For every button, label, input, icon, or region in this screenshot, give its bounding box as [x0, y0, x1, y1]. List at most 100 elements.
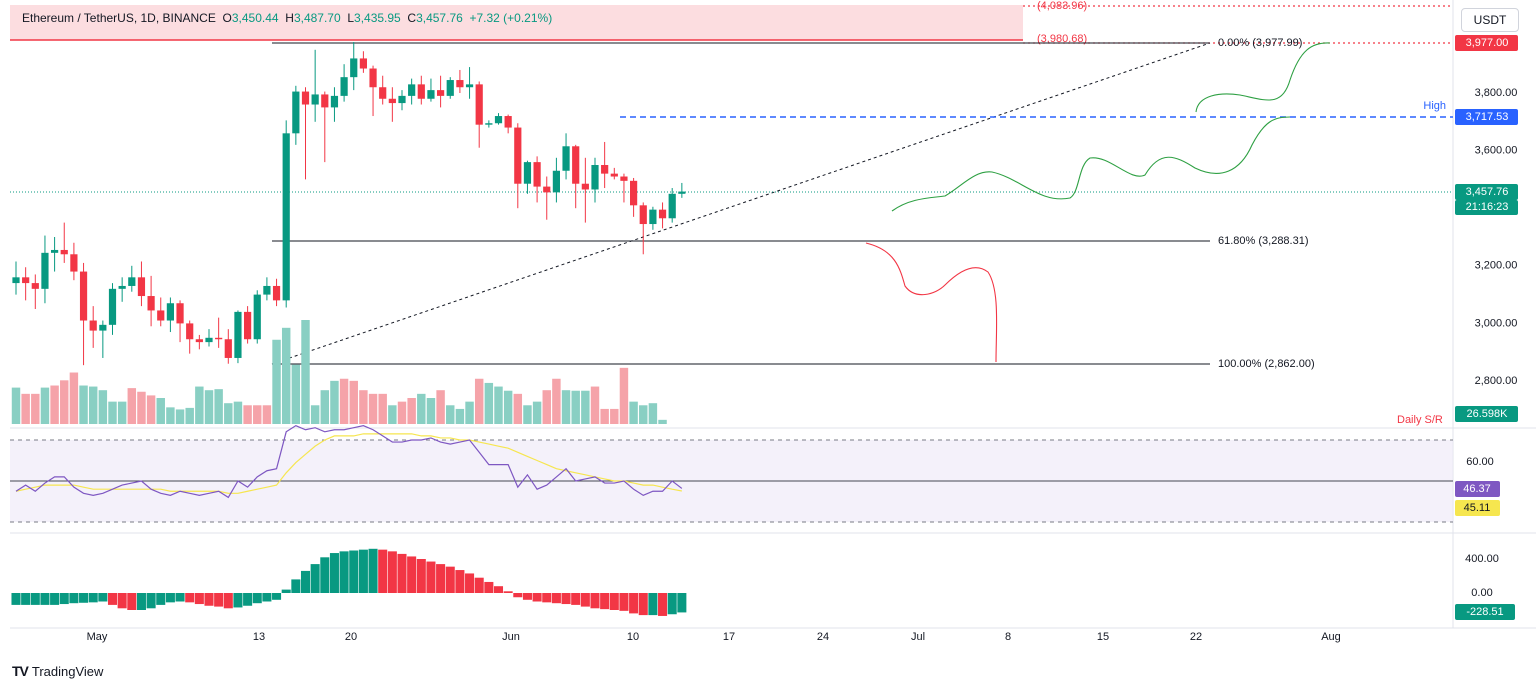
- candle-body[interactable]: [465, 84, 474, 88]
- volume-tag-label: 26.598K: [1467, 408, 1509, 420]
- candle-body[interactable]: [186, 323, 194, 340]
- supply-zone[interactable]: [10, 5, 1023, 40]
- candle-body[interactable]: [437, 90, 445, 96]
- candle-body[interactable]: [224, 339, 232, 358]
- volume-bar: [195, 386, 204, 424]
- candle-body[interactable]: [70, 254, 78, 272]
- candle-body[interactable]: [581, 183, 589, 190]
- price-tick-label: 2,800.00: [1475, 375, 1518, 387]
- candle-body[interactable]: [51, 249, 59, 253]
- candle-body[interactable]: [610, 173, 618, 177]
- candle-body[interactable]: [533, 162, 541, 187]
- tradingview-logo[interactable]: TV TradingView: [12, 663, 103, 679]
- candle-body[interactable]: [485, 123, 493, 125]
- currency-button[interactable]: USDT: [1461, 8, 1519, 32]
- candle-body[interactable]: [562, 146, 570, 171]
- candle-body[interactable]: [31, 283, 39, 289]
- volume-bar: [243, 405, 252, 424]
- countdown-label: 21:16:23: [1466, 201, 1509, 213]
- ao-bar: [426, 561, 436, 593]
- candle-body[interactable]: [244, 311, 252, 340]
- candle-body[interactable]: [668, 193, 676, 219]
- candle-body[interactable]: [166, 303, 174, 321]
- candle-body[interactable]: [514, 127, 522, 184]
- candle-body[interactable]: [321, 94, 329, 108]
- fib-level-label: 100.00% (2,862.00): [1218, 358, 1315, 370]
- candle-body[interactable]: [282, 133, 290, 301]
- candle-body[interactable]: [543, 186, 551, 193]
- symbol-name[interactable]: Ethereum / TetherUS, 1D, BINANCE: [22, 11, 216, 25]
- candle-body[interactable]: [22, 277, 30, 284]
- price-tag: [1455, 109, 1518, 125]
- candle-body[interactable]: [311, 94, 319, 105]
- price-tick-label: 3,000.00: [1475, 317, 1518, 329]
- candle-body[interactable]: [157, 310, 165, 321]
- candle-body[interactable]: [89, 320, 97, 331]
- candle-body[interactable]: [108, 288, 117, 325]
- candle-body[interactable]: [12, 277, 20, 284]
- rsi-line[interactable]: [15, 424, 683, 499]
- candle-body[interactable]: [658, 209, 667, 219]
- candle-body[interactable]: [301, 91, 310, 105]
- candle-body[interactable]: [678, 191, 686, 194]
- ao-bar: [619, 593, 629, 611]
- candle-body[interactable]: [379, 87, 387, 99]
- volume-bar: [455, 408, 465, 424]
- candle-body[interactable]: [398, 95, 406, 104]
- candle-body[interactable]: [263, 285, 271, 295]
- candle-body[interactable]: [369, 68, 377, 88]
- candle-body[interactable]: [417, 84, 425, 99]
- volume-bar: [291, 364, 301, 424]
- candle-body[interactable]: [639, 205, 647, 225]
- candle-body[interactable]: [359, 58, 367, 69]
- candle-body[interactable]: [137, 277, 146, 297]
- candle-body[interactable]: [41, 252, 49, 289]
- candle-body[interactable]: [176, 303, 184, 324]
- ao-value-tag: [1455, 604, 1515, 620]
- candle-body[interactable]: [620, 176, 628, 181]
- candle-body[interactable]: [292, 91, 300, 134]
- candle-body[interactable]: [60, 249, 68, 255]
- candle-body[interactable]: [205, 337, 213, 343]
- candle-body[interactable]: [147, 296, 155, 311]
- candle-body[interactable]: [475, 84, 483, 125]
- price-tick-label: 3,600.00: [1475, 145, 1518, 157]
- candle-body[interactable]: [340, 77, 348, 96]
- rsi-ma-line[interactable]: [15, 433, 682, 494]
- candle-body[interactable]: [523, 162, 532, 184]
- candle-body[interactable]: [118, 285, 126, 289]
- candle-body[interactable]: [572, 146, 580, 184]
- candle-body[interactable]: [630, 180, 638, 206]
- candle-body[interactable]: [446, 80, 454, 96]
- candle-body[interactable]: [99, 324, 107, 331]
- ao-bar: [484, 581, 494, 593]
- volume-bar: [359, 390, 368, 424]
- candle-body[interactable]: [456, 80, 464, 88]
- candle-body[interactable]: [128, 277, 136, 286]
- volume-bar: [137, 391, 146, 424]
- candle-body[interactable]: [253, 294, 261, 340]
- candle-body[interactable]: [494, 116, 503, 124]
- candle-body[interactable]: [601, 165, 609, 174]
- volume-bar: [484, 382, 494, 424]
- volume-bar: [474, 378, 484, 424]
- ao-bar: [204, 593, 214, 606]
- candle-body[interactable]: [195, 339, 203, 343]
- candle-body[interactable]: [504, 116, 512, 128]
- candle-body[interactable]: [591, 165, 599, 190]
- candle-body[interactable]: [79, 271, 88, 321]
- candle-body[interactable]: [427, 90, 435, 99]
- candle-body[interactable]: [234, 311, 242, 358]
- candle-body[interactable]: [388, 98, 396, 104]
- candle-body[interactable]: [408, 84, 416, 96]
- candle-body[interactable]: [330, 95, 339, 108]
- candle-body[interactable]: [552, 170, 560, 193]
- volume-bar: [60, 380, 69, 424]
- candle-body[interactable]: [272, 285, 281, 301]
- volume-bar: [610, 408, 619, 424]
- volume-bar: [639, 405, 648, 424]
- candle-body[interactable]: [350, 58, 358, 78]
- candle-body[interactable]: [215, 337, 223, 340]
- candle-body[interactable]: [649, 209, 657, 225]
